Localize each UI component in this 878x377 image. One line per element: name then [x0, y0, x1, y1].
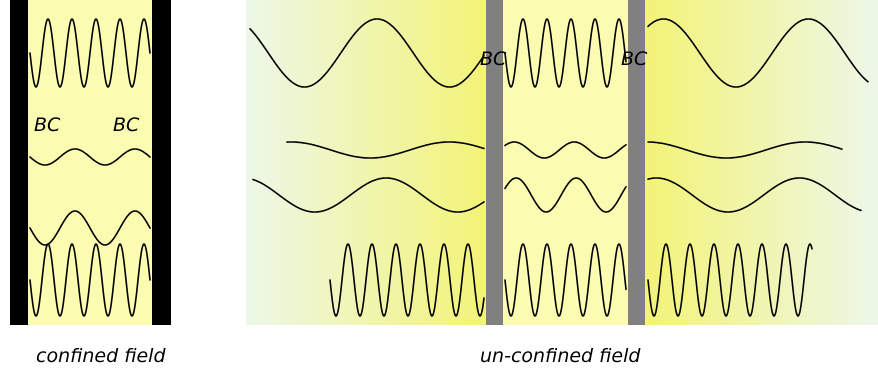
bc-label-unconfined-right: BC — [621, 48, 648, 70]
confined-right-wall — [152, 0, 171, 325]
confined-left-wall — [10, 0, 28, 325]
confined-wave-1 — [29, 18, 151, 88]
unconfined-row2-left — [286, 141, 485, 159]
confined-wave-4 — [29, 243, 151, 317]
unconfined-row1-right — [647, 18, 869, 88]
bc-label-unconfined-left: BC — [480, 48, 507, 70]
unconfined-row3-center — [504, 177, 627, 213]
bc-label-confined-left: BC — [34, 114, 61, 136]
unconfined-right-fade — [645, 0, 878, 325]
unconfined-panel — [246, 0, 878, 325]
unconfined-row4-right — [647, 243, 813, 317]
unconfined-caption: un-confined field — [480, 345, 641, 367]
unconfined-row4-center — [504, 243, 627, 317]
unconfined-row3-right — [647, 177, 862, 213]
unconfined-row3-left — [252, 177, 485, 213]
confined-wave-3 — [29, 210, 151, 246]
confined-caption: confined field — [36, 345, 166, 367]
unconfined-left-fade — [246, 0, 486, 325]
unconfined-row1-center — [504, 18, 627, 88]
unconfined-row2-right — [647, 141, 843, 159]
confined-wave-2 — [29, 148, 151, 166]
unconfined-row1-left — [249, 18, 485, 88]
unconfined-row4-left — [329, 243, 485, 317]
bc-label-confined-right: BC — [113, 114, 140, 136]
unconfined-right-wall — [628, 0, 645, 325]
unconfined-left-wall — [486, 0, 503, 325]
unconfined-row2-center — [504, 141, 627, 159]
wave-group — [29, 18, 869, 317]
